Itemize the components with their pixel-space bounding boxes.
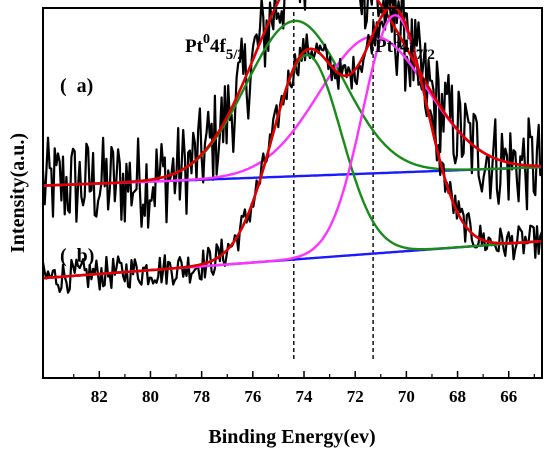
- x-tick-label-4: 74: [296, 387, 314, 406]
- reference-label-1: Pt04f7/2: [375, 32, 435, 63]
- reference-label-0: Pt04f5/2: [185, 32, 245, 63]
- panel-label-0: ( a): [60, 75, 93, 97]
- x-axis-ticks: 82 80 78 76 74 72 70 68 66: [73, 371, 535, 406]
- plot-frame: [42, 7, 543, 379]
- plot-area: [41, 0, 544, 360]
- panel-labels: ( a) ( b): [60, 75, 94, 267]
- x-tick-label-3: 76: [244, 387, 261, 406]
- x-tick-label-6: 70: [398, 387, 415, 406]
- y-axis-label: Intensity(a.u.): [7, 133, 29, 253]
- raw-spectrum-0: [41, 0, 544, 229]
- x-tick-label-1: 80: [142, 387, 159, 406]
- x-tick-label-8: 66: [500, 387, 517, 406]
- fit-peak-1-1: [42, 13, 543, 280]
- x-axis-label: Binding Energy(ev): [208, 426, 375, 448]
- raw-spectrum-1: [41, 0, 544, 294]
- x-tick-label-7: 68: [449, 387, 466, 406]
- fit-envelope-0: [42, 0, 542, 187]
- reference-labels: Pt04f5/2 Pt04f7/2: [185, 32, 435, 63]
- x-tick-label-0: 82: [91, 387, 108, 406]
- x-tick-label-5: 72: [347, 387, 364, 406]
- fit-envelope-1: [42, 5, 543, 280]
- x-tick-label-2: 78: [193, 387, 210, 406]
- panel-label-1: ( b): [60, 245, 94, 267]
